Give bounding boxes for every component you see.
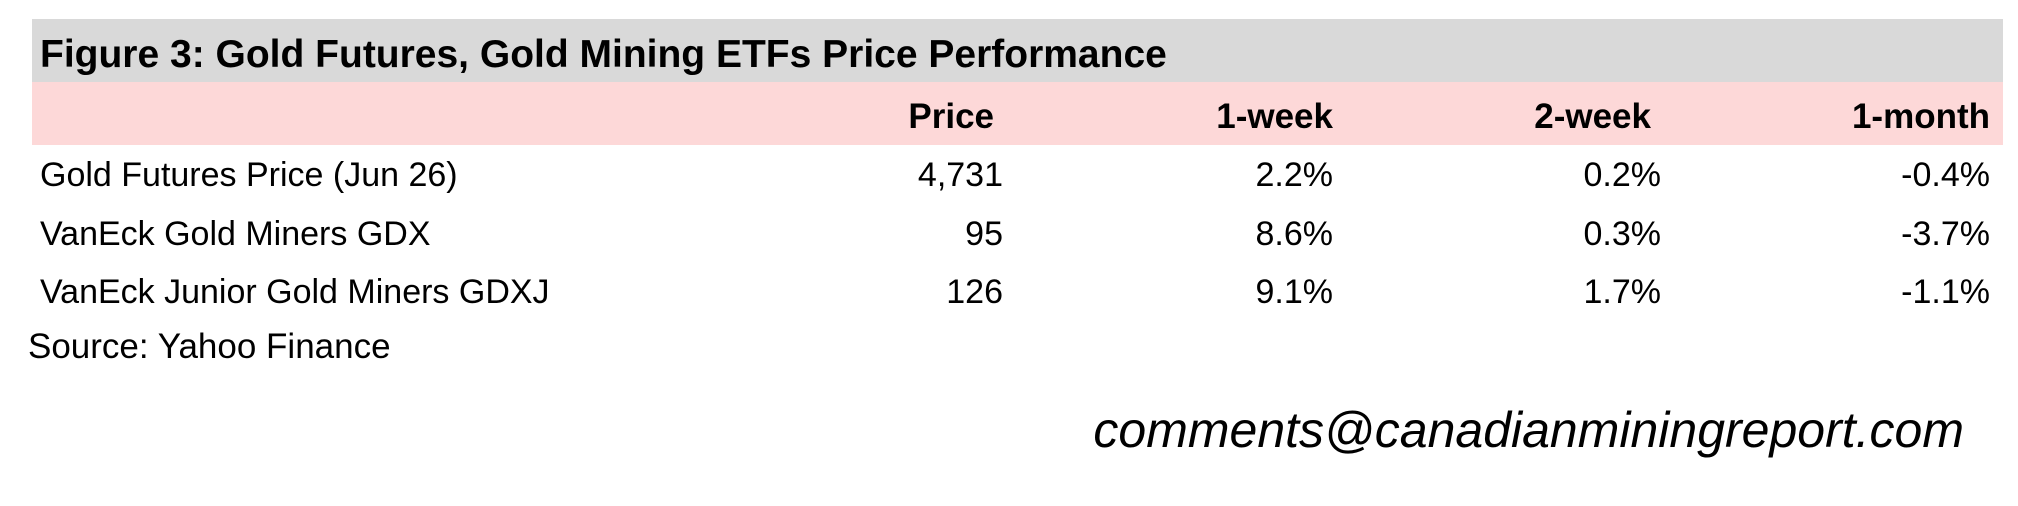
cell-value: 9.1% xyxy=(1255,273,1334,311)
cell-value: 4,731 xyxy=(917,156,1003,194)
cell-value: -0.4% xyxy=(1901,156,1990,194)
cell-value: -3.7% xyxy=(1901,215,1990,253)
cell-value: 0.3% xyxy=(1583,215,1662,253)
title: Figure 3: Gold Futures, Gold Mining ETFs… xyxy=(40,33,1167,76)
column-header: 1-week xyxy=(1216,97,1333,136)
cell-value: 1.7% xyxy=(1583,273,1662,311)
cell-value: 2.2% xyxy=(1255,156,1334,194)
cell-value: -1.1% xyxy=(1901,273,1990,311)
row-label: VanEck Junior Gold Miners GDXJ xyxy=(40,273,550,311)
header-bar xyxy=(32,82,2003,145)
column-header: 2-week xyxy=(1534,97,1651,136)
title-bar xyxy=(32,19,2003,82)
row-label: Gold Futures Price (Jun 26) xyxy=(40,156,458,194)
email: comments@canadianminingreport.com xyxy=(1093,402,1964,458)
column-header: Price xyxy=(908,97,994,136)
source: Source: Yahoo Finance xyxy=(28,327,391,366)
row-label: VanEck Gold Miners GDX xyxy=(40,215,431,253)
column-header: 1-month xyxy=(1851,97,1990,136)
cell-value: 126 xyxy=(946,273,1003,311)
cell-value: 8.6% xyxy=(1255,215,1334,253)
cell-value: 95 xyxy=(965,215,1003,253)
cell-value: 0.2% xyxy=(1583,156,1662,194)
